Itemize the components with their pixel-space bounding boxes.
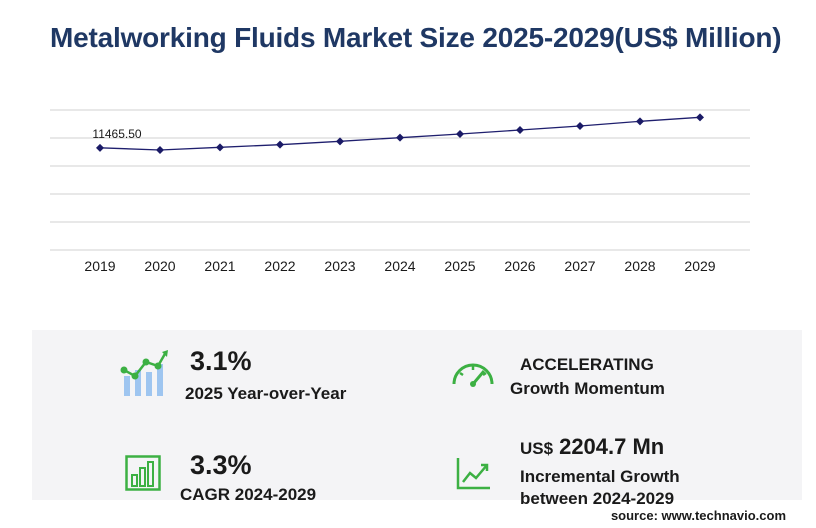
incremental-value: US$ 2204.7 Mn (520, 434, 664, 460)
speedometer-icon (452, 363, 494, 387)
source-credit: source: www.technavio.com (610, 508, 786, 523)
x-tick-label: 2025 (444, 258, 475, 274)
cagr-label: CAGR 2024-2029 (180, 485, 317, 504)
data-point (636, 117, 644, 126)
x-tick-label: 2021 (204, 258, 235, 274)
data-point (516, 126, 524, 134)
momentum-line1: ACCELERATING (520, 355, 654, 374)
yoy-label: 2025 Year-over-Year (185, 384, 347, 403)
x-tick-label: 2028 (624, 258, 655, 274)
currency-label: US$ (520, 439, 554, 458)
x-tick-label: 2022 (264, 258, 295, 274)
line-chart: 2019 2020 2021 2022 2023 2024 2025 2026 2027 2028… (50, 109, 750, 274)
data-point (216, 143, 224, 152)
incremental-line1: Incremental Growth (520, 467, 680, 486)
data-point (696, 113, 704, 122)
incremental-amount: 2204.7 Mn (559, 434, 665, 459)
momentum-line2: Growth Momentum (510, 379, 665, 398)
yoy-value: 3.1% (190, 346, 252, 376)
x-tick-label: 2024 (384, 258, 415, 274)
data-point (576, 122, 584, 130)
cagr-value: 3.3% (190, 450, 252, 480)
bar-chart-icon (125, 455, 161, 491)
x-tick-label: 2026 (504, 258, 535, 274)
bar-trend-icon (120, 350, 168, 396)
x-tick-label: 2020 (144, 258, 175, 274)
x-tick-label: 2029 (684, 258, 715, 274)
x-tick-label: 2019 (84, 258, 115, 274)
data-label: 11465.50 (92, 127, 141, 141)
growth-line-icon (456, 458, 490, 490)
data-point (456, 130, 464, 138)
x-tick-label: 2023 (324, 258, 355, 274)
data-point (96, 143, 104, 152)
chart-title: Metalworking Fluids Market Size 2025-202… (50, 22, 782, 53)
data-point (336, 137, 344, 146)
data-point (276, 140, 284, 149)
incremental-line2: between 2024-2029 (520, 489, 675, 508)
data-point (396, 133, 404, 142)
x-tick-label: 2027 (564, 258, 595, 274)
data-point (156, 146, 164, 154)
